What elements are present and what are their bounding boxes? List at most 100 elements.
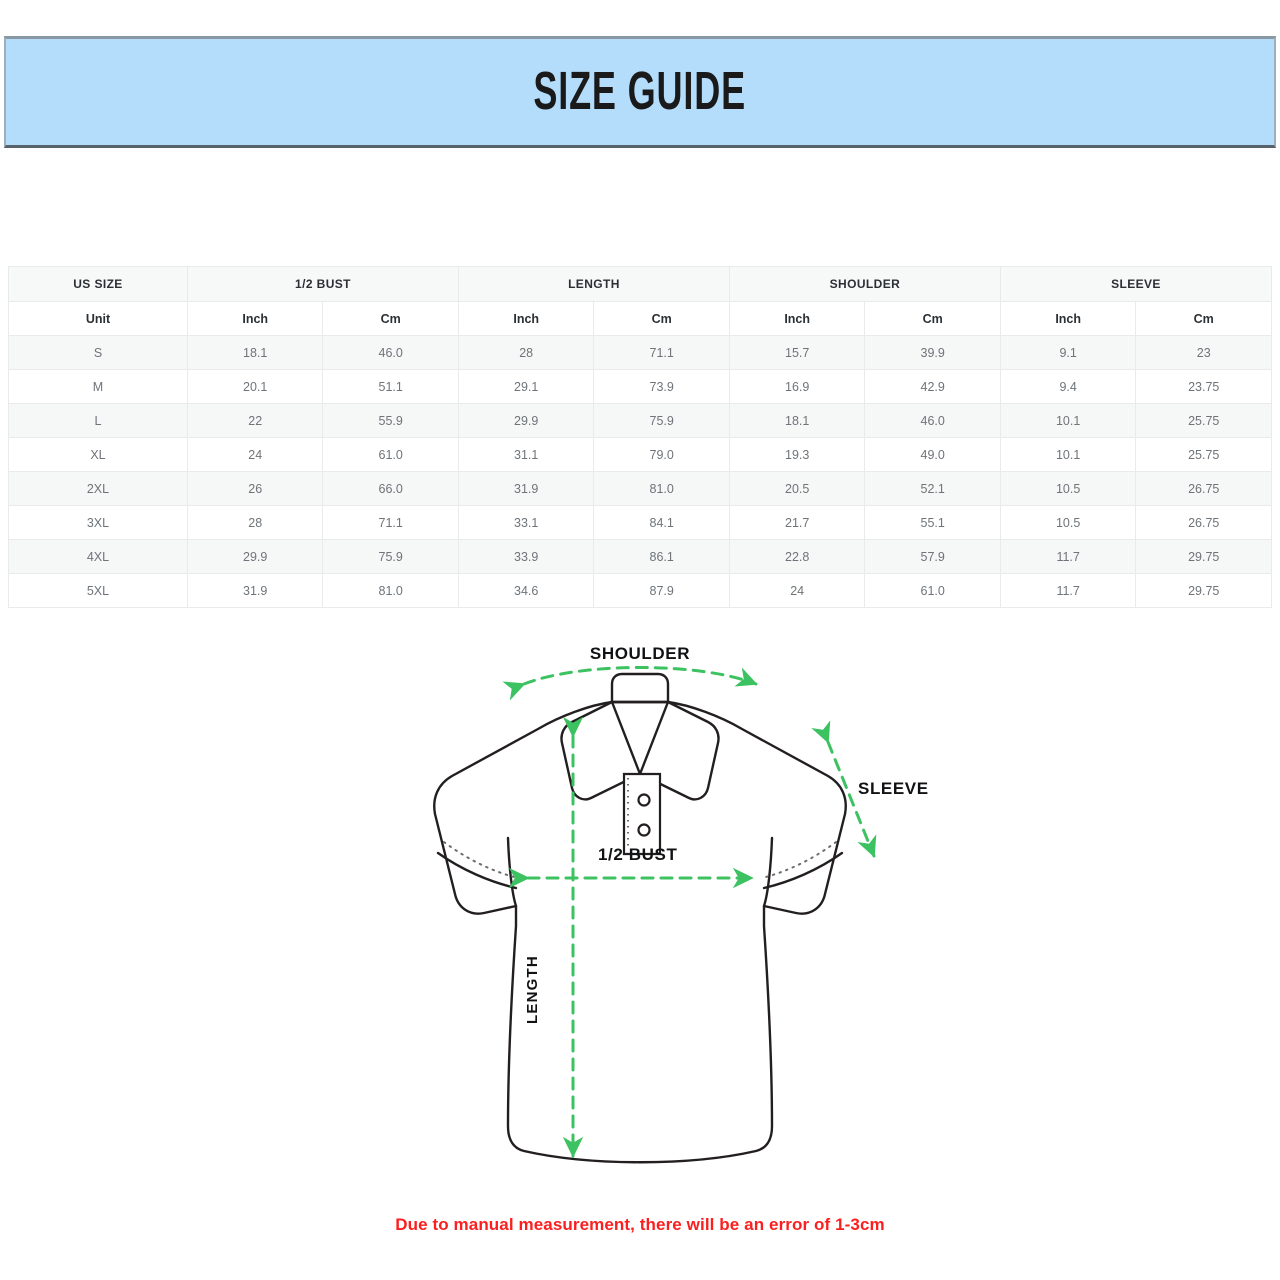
unit-header-sleeve-in: Inch xyxy=(999,301,1137,336)
cell-shoulder-cm: 61.0 xyxy=(864,573,1001,608)
table-unit-header-row: Unit Inch Cm Inch Cm Inch Cm Inch Cm xyxy=(8,301,1272,336)
collar-stand xyxy=(610,672,670,704)
cell-bust-inch: 22 xyxy=(186,403,324,438)
cell-shoulder-inch: 15.7 xyxy=(728,335,866,370)
placket-button-bottom xyxy=(637,823,651,837)
cell-length-inch: 33.9 xyxy=(457,539,595,574)
cell-sleeve-cm: 26.75 xyxy=(1135,505,1272,540)
cell-length-inch: 34.6 xyxy=(457,573,595,608)
unit-header-bust-in: Inch xyxy=(186,301,324,336)
cell-size: 5XL xyxy=(8,573,188,608)
cell-length-inch: 33.1 xyxy=(457,505,595,540)
cell-length-cm: 73.9 xyxy=(593,369,730,404)
size-chart-body: S 18.1 46.0 28 71.1 15.7 39.9 9.1 23 M 20.1 51.1 29.… xyxy=(8,335,1272,608)
cell-size: M xyxy=(8,369,188,404)
unit-header-shoulder-in: Inch xyxy=(728,301,866,336)
group-header-shoulder: SHOULDER xyxy=(728,266,1001,302)
cell-length-inch: 29.9 xyxy=(457,403,595,438)
cell-bust-inch: 31.9 xyxy=(186,573,324,608)
shoulder-measure-arrow xyxy=(502,666,758,701)
group-header-sleeve: SLEEVE xyxy=(999,266,1273,302)
cell-bust-inch: 18.1 xyxy=(186,335,324,370)
cell-sleeve-inch: 11.7 xyxy=(999,573,1137,608)
cell-shoulder-inch: 22.8 xyxy=(728,539,866,574)
garment-measurement-diagram: SHOULDER SLEEVE 1/2 BUST LENGTH xyxy=(0,626,1280,1186)
placket-group xyxy=(622,772,662,856)
cell-size: 2XL xyxy=(8,471,188,506)
cell-sleeve-inch: 10.5 xyxy=(999,505,1137,540)
right-cuff-edge xyxy=(762,851,844,890)
cell-sleeve-inch: 10.1 xyxy=(999,437,1137,472)
cell-sleeve-inch: 10.1 xyxy=(999,403,1137,438)
cell-bust-cm: 66.0 xyxy=(322,471,459,506)
cell-length-inch: 31.9 xyxy=(457,471,595,506)
group-header-bust: 1/2 BUST xyxy=(186,266,459,302)
cell-sleeve-cm: 23 xyxy=(1135,335,1272,370)
group-header-length: LENGTH xyxy=(457,266,730,302)
unit-header-bust-cm: Cm xyxy=(322,301,459,336)
cell-sleeve-inch: 9.1 xyxy=(999,335,1137,370)
cell-length-cm: 87.9 xyxy=(593,573,730,608)
cell-length-cm: 81.0 xyxy=(593,471,730,506)
cell-bust-cm: 46.0 xyxy=(322,335,459,370)
shirt-silhouette xyxy=(433,700,847,1164)
unit-header-sleeve-cm: Cm xyxy=(1135,301,1272,336)
cell-sleeve-cm: 25.75 xyxy=(1135,403,1272,438)
cell-shoulder-inch: 18.1 xyxy=(728,403,866,438)
table-row: M 20.1 51.1 29.1 73.9 16.9 42.9 9.4 23.75 xyxy=(8,369,1272,404)
cell-shoulder-cm: 52.1 xyxy=(864,471,1001,506)
table-row: 4XL 29.9 75.9 33.9 86.1 22.8 57.9 11.7 29.75 xyxy=(8,539,1272,574)
cell-shoulder-cm: 42.9 xyxy=(864,369,1001,404)
cell-bust-inch: 20.1 xyxy=(186,369,324,404)
shirt-body-outline xyxy=(433,700,847,1164)
cell-size: 3XL xyxy=(8,505,188,540)
measurement-disclaimer: Due to manual measurement, there will be… xyxy=(395,1215,885,1234)
cell-bust-cm: 61.0 xyxy=(322,437,459,472)
size-chart-table-container: US SIZE 1/2 BUST LENGTH SHOULDER SLEEVE … xyxy=(8,266,1273,608)
cell-bust-cm: 51.1 xyxy=(322,369,459,404)
cell-shoulder-cm: 55.1 xyxy=(864,505,1001,540)
cell-length-inch: 28 xyxy=(457,335,595,370)
polo-shirt-illustration xyxy=(433,666,877,1164)
bust-label: 1/2 BUST xyxy=(598,845,678,864)
cell-length-cm: 71.1 xyxy=(593,335,730,370)
cell-bust-cm: 75.9 xyxy=(322,539,459,574)
cell-sleeve-inch: 10.5 xyxy=(999,471,1137,506)
cell-bust-cm: 55.9 xyxy=(322,403,459,438)
table-group-header-row: US SIZE 1/2 BUST LENGTH SHOULDER SLEEVE xyxy=(8,266,1273,302)
sleeve-measure-arrow xyxy=(811,720,877,858)
length-label: LENGTH xyxy=(524,955,541,1024)
cell-shoulder-cm: 49.0 xyxy=(864,437,1001,472)
cell-size: S xyxy=(8,335,188,370)
cell-length-cm: 79.0 xyxy=(593,437,730,472)
unit-header-label: Unit xyxy=(8,301,188,336)
cell-size: XL xyxy=(8,437,188,472)
cell-shoulder-cm: 46.0 xyxy=(864,403,1001,438)
page-title: SIZE GUIDE xyxy=(533,61,747,122)
table-row: XL 24 61.0 31.1 79.0 19.3 49.0 10.1 25.75 xyxy=(8,437,1272,472)
cell-length-cm: 75.9 xyxy=(593,403,730,438)
cell-size: L xyxy=(8,403,188,438)
cell-shoulder-inch: 19.3 xyxy=(728,437,866,472)
cell-length-inch: 31.1 xyxy=(457,437,595,472)
table-row: 3XL 28 71.1 33.1 84.1 21.7 55.1 10.5 26.75 xyxy=(8,505,1272,540)
group-header-us-size: US SIZE xyxy=(8,266,188,302)
cell-length-inch: 29.1 xyxy=(457,369,595,404)
cell-shoulder-cm: 39.9 xyxy=(864,335,1001,370)
unit-header-shoulder-cm: Cm xyxy=(864,301,1001,336)
cell-bust-inch: 24 xyxy=(186,437,324,472)
sleeve-label: SLEEVE xyxy=(858,779,929,798)
cell-shoulder-inch: 21.7 xyxy=(728,505,866,540)
unit-header-length-cm: Cm xyxy=(593,301,730,336)
cell-sleeve-inch: 11.7 xyxy=(999,539,1137,574)
cell-sleeve-cm: 23.75 xyxy=(1135,369,1272,404)
cell-sleeve-cm: 29.75 xyxy=(1135,573,1272,608)
cell-shoulder-inch: 20.5 xyxy=(728,471,866,506)
left-cuff-stitch xyxy=(443,841,519,879)
placket-button-top xyxy=(637,793,651,807)
size-guide-header-banner: SIZE GUIDE xyxy=(4,36,1276,148)
cell-shoulder-inch: 24 xyxy=(728,573,866,608)
cell-length-cm: 84.1 xyxy=(593,505,730,540)
right-sleeve-seam xyxy=(762,836,774,908)
